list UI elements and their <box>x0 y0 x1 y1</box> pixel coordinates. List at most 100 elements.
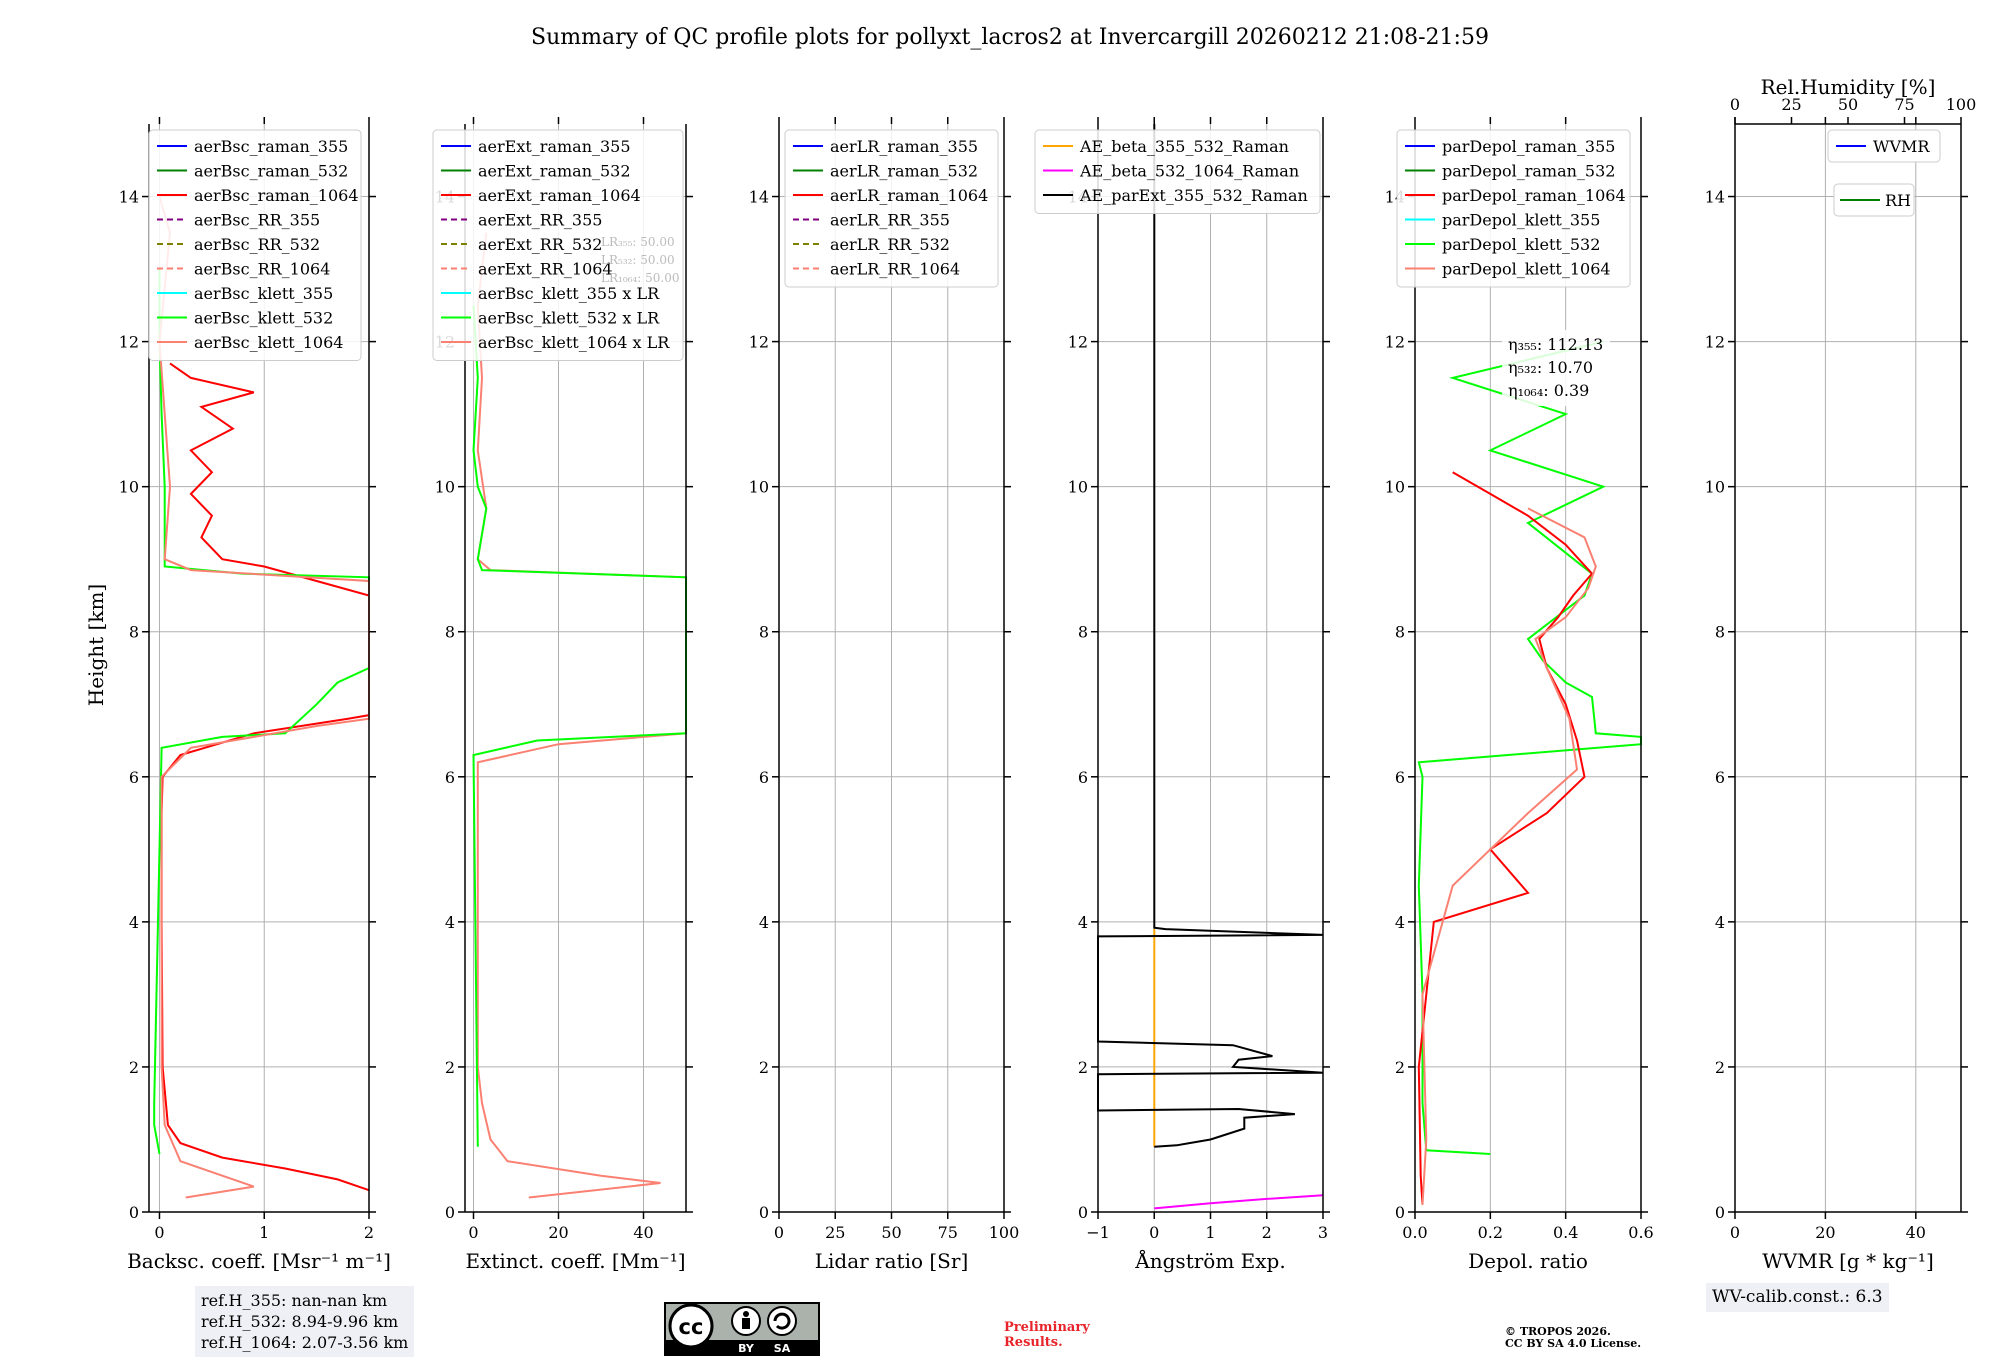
x-tick-label: 40 <box>633 1223 653 1242</box>
legend-box-wvmr <box>1827 129 1941 163</box>
legend-label: aerBsc_raman_355 <box>194 137 348 156</box>
y-tick-label: 4 <box>1715 913 1725 932</box>
y-tick-label: 8 <box>759 623 769 642</box>
legend-label: aerBsc_klett_355 x LR <box>478 284 660 303</box>
legend-label: aerLR_RR_1064 <box>830 260 960 279</box>
y-tick-label: 2 <box>445 1058 455 1077</box>
x-tick-label: 1 <box>259 1223 269 1242</box>
x-tick-label: 0.6 <box>1628 1223 1653 1242</box>
refh-355: ref.H_355: nan-nan km <box>201 1291 388 1310</box>
x-axis-label: Backsc. coeff. [Msr⁻¹ m⁻¹] <box>127 1249 391 1273</box>
x-axis-label: Extinct. coeff. [Mm⁻¹] <box>465 1249 685 1273</box>
x-axis-label: Ångström Exp. <box>1134 1248 1285 1273</box>
y-tick-label: 2 <box>1715 1058 1725 1077</box>
lidar-ratio-label: LR₅₃₂: 50.00 <box>601 253 675 267</box>
legend-label: AE_parExt_355_532_Raman <box>1079 186 1308 205</box>
series-AE_beta_532_1064_Raman <box>1154 1194 1324 1210</box>
x-tick-label: 75 <box>938 1223 958 1242</box>
y-tick-label: 10 <box>1385 478 1405 497</box>
y-tick-label: 2 <box>1395 1058 1405 1077</box>
legend-label: aerExt_RR_1064 <box>478 260 613 279</box>
panel-3: 0 2 4 6 8 10 12 14 0 25 50 75 100 Lidar ratio [Sr] aer… <box>749 117 1020 1273</box>
x-tick-label: 100 <box>989 1223 1020 1242</box>
legend-box <box>432 129 684 361</box>
y-tick-label: 0 <box>129 1203 139 1222</box>
tropos-line-1: © TROPOS 2026. <box>1505 1325 1611 1338</box>
x-tick-label: 20 <box>548 1223 568 1242</box>
y-tick-label: 0 <box>1715 1203 1725 1222</box>
y-tick-label: 0 <box>445 1203 455 1222</box>
y-tick-label: 6 <box>1078 768 1088 787</box>
y-tick-label: 8 <box>129 623 139 642</box>
eta-label: η₁₀₆₄: 0.39 <box>1508 381 1589 400</box>
y-tick-label: 12 <box>1385 333 1405 352</box>
legend-label: aerExt_RR_355 <box>478 211 602 230</box>
top-axis-tick-label: 75 <box>1894 95 1914 114</box>
x-tick-label: 0 <box>1730 1223 1740 1242</box>
y-tick-label: 8 <box>1078 623 1088 642</box>
legend-label: parDepol_raman_1064 <box>1442 186 1626 205</box>
sa-arrow <box>773 1312 791 1330</box>
x-tick-label: 0.0 <box>1402 1223 1427 1242</box>
eta-label: η₅₃₂: 10.70 <box>1508 358 1593 377</box>
y-tick-label: 8 <box>1715 623 1725 642</box>
y-tick-label: 10 <box>119 478 139 497</box>
reference-height-box: ref.H_355: nan-nan km ref.H_532: 8.94-9.… <box>195 1286 415 1357</box>
legend-label: aerBsc_klett_532 x LR <box>478 309 660 328</box>
eta-box <box>1502 330 1610 406</box>
y-tick-label: 12 <box>119 333 139 352</box>
y-tick-label: 4 <box>445 913 455 932</box>
x-tick-label: 50 <box>881 1223 901 1242</box>
x-axis-label: WVMR [g * kg⁻¹] <box>1762 1249 1934 1273</box>
legend-label: aerExt_raman_355 <box>478 137 631 156</box>
x-tick-label: −1 <box>1086 1223 1110 1242</box>
legend-label: aerBsc_RR_1064 <box>194 260 330 279</box>
series-aerBsc_klett_1064 <box>158 196 370 1199</box>
x-tick-label: 0.4 <box>1553 1223 1578 1242</box>
lidar-ratio-label: LR₁₀₆₄: 50.00 <box>601 271 679 285</box>
series-parDepol_raman_1064 <box>1417 471 1594 1205</box>
legend-label: aerLR_raman_1064 <box>830 186 988 205</box>
y-tick-label: 6 <box>129 768 139 787</box>
legend-label: aerBsc_klett_1064 x LR <box>478 333 670 352</box>
series-aerBsc_klett_1064 x LR <box>476 232 687 1199</box>
sa-share-icon <box>767 1306 797 1336</box>
y-tick-label: 12 <box>1068 333 1088 352</box>
y-tick-label: 8 <box>1395 623 1405 642</box>
x-tick-label: 2 <box>364 1223 374 1242</box>
y-tick-label: 6 <box>759 768 769 787</box>
legend-label: aerBsc_RR_355 <box>194 211 320 230</box>
y-tick-label: 10 <box>749 478 769 497</box>
cc-label: cc <box>679 1315 704 1339</box>
y-tick-label: 8 <box>445 623 455 642</box>
y-tick-label: 2 <box>129 1058 139 1077</box>
x-tick-label: 0 <box>154 1223 164 1242</box>
y-tick-label: 4 <box>1395 913 1405 932</box>
top-axis-tick-label: 0 <box>1730 95 1740 114</box>
y-tick-label: 0 <box>1078 1203 1088 1222</box>
legend-label: AE_beta_355_532_Raman <box>1079 137 1289 156</box>
legend-label: parDepol_klett_1064 <box>1442 260 1611 279</box>
series-aerBsc_klett_532 x LR <box>472 305 687 1147</box>
wv-calibration-box: WV-calib.const.: 6.3 <box>1706 1283 1889 1312</box>
panel-6: 0 2 4 6 8 10 12 14 0 20 40 WVMR [g * kg⁻¹] 0 25 50 75 10… <box>1705 75 1977 1273</box>
y-tick-label: 10 <box>1705 478 1725 497</box>
legend-label: aerLR_RR_355 <box>830 211 950 230</box>
refh-1064: ref.H_1064: 2.07-3.56 km <box>201 1333 409 1352</box>
legend-box <box>148 129 362 361</box>
x-tick-label: 1 <box>1205 1223 1215 1242</box>
preliminary-results-note: Preliminary Results. <box>1004 1320 1090 1350</box>
y-tick-label: 0 <box>759 1203 769 1222</box>
legend-label: AE_beta_532_1064_Raman <box>1079 162 1299 181</box>
legend-label: aerExt_raman_1064 <box>478 186 641 205</box>
x-axis-label: Depol. ratio <box>1468 1249 1588 1273</box>
legend-label: parDepol_klett_532 <box>1442 235 1600 254</box>
x-tick-label: 0 <box>774 1223 784 1242</box>
lidar-ratio-label: LR₃₅₅: 50.00 <box>601 235 675 249</box>
legend-label: aerBsc_raman_1064 <box>194 186 359 205</box>
top-axis-tick-label: 25 <box>1781 95 1801 114</box>
series-parDepol_klett_1064 <box>1421 507 1597 1205</box>
